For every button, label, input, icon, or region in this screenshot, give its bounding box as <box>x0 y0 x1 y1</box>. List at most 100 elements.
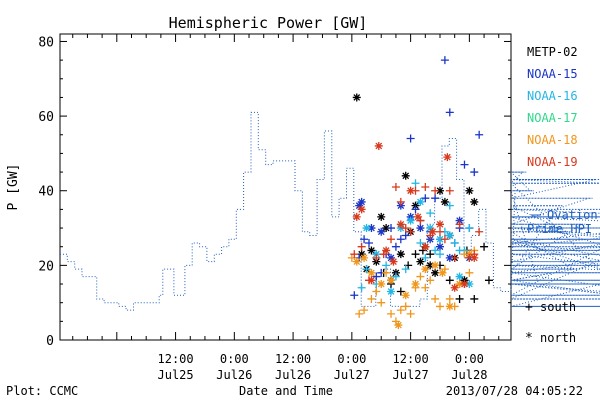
north-marker <box>352 257 361 266</box>
north-marker <box>450 283 459 292</box>
south-marker <box>450 238 459 247</box>
x-tick-label-time: 0:00 <box>337 352 366 366</box>
south-marker <box>396 287 405 296</box>
north-marker <box>465 186 474 195</box>
south-marker <box>406 309 415 318</box>
x-tick-label-time: 12:00 <box>393 352 429 366</box>
north-marker <box>455 272 464 281</box>
legend: METP-02 NOAA-15 NOAA-16 NOAA-17 NOAA-18 NOAA-… <box>527 45 578 169</box>
north-marker <box>387 276 396 285</box>
plot-frame <box>59 33 512 341</box>
y-axis-label: P [GW] <box>6 164 21 211</box>
north-marker <box>435 220 444 229</box>
north-marker <box>435 235 444 244</box>
south-marker <box>350 291 359 300</box>
north-marker <box>362 224 371 233</box>
south-marker <box>465 268 474 277</box>
y-tick-label: 60 <box>38 110 54 125</box>
south-marker <box>421 253 430 262</box>
north-marker <box>421 265 430 274</box>
south-marker <box>475 130 484 139</box>
south-marker <box>445 276 454 285</box>
south-marker <box>401 224 410 233</box>
ovation-legend-label-1: Ovation <box>547 208 598 222</box>
north-marker <box>431 268 440 277</box>
south-marker <box>391 272 400 281</box>
y-tick-label: 0 <box>46 334 54 349</box>
north-marker <box>416 257 425 266</box>
legend-entry: NOAA-18 <box>527 133 578 147</box>
north-marker <box>387 253 396 262</box>
south-marker <box>350 250 359 259</box>
south-marker <box>411 205 420 214</box>
legend-entry: NOAA-15 <box>527 67 578 81</box>
north-marker <box>357 250 366 259</box>
south-marker <box>431 246 440 255</box>
x-axis: 12:00 Jul25 0:00 Jul26 12:00 Jul26 0:00 Jul27 12… <box>72 34 500 382</box>
south-marker <box>431 186 440 195</box>
north-marker <box>426 224 435 233</box>
south-marker <box>440 56 449 65</box>
north-marker <box>401 291 410 300</box>
north-marker <box>406 186 415 195</box>
north-marker <box>445 231 454 240</box>
south-marker <box>391 183 400 191</box>
south-marker <box>421 283 430 292</box>
y-axis: 0 20 40 60 80 <box>38 35 511 349</box>
north-marker <box>445 253 454 262</box>
x-axis-label: Date and Time <box>239 384 333 398</box>
south-marker <box>357 242 366 251</box>
north-marker <box>426 261 435 270</box>
south-marker <box>411 179 420 188</box>
south-marker <box>401 265 410 274</box>
south-marker <box>465 224 474 233</box>
y-tick-label: 20 <box>38 259 54 274</box>
south-marker <box>426 276 435 285</box>
south-marker <box>362 265 371 274</box>
south-marker <box>406 134 415 143</box>
north-marker <box>428 227 437 236</box>
legend-entry: NOAA-16 <box>527 89 578 103</box>
south-marker <box>450 253 459 262</box>
south-marker <box>421 194 430 203</box>
south-marker <box>416 238 425 247</box>
south-marker <box>435 227 444 236</box>
south-marker <box>372 253 381 262</box>
north-marker <box>401 171 410 180</box>
ovation-legend-label-2: Prime HPI <box>527 222 592 236</box>
north-marker-symbol: * <box>525 331 533 346</box>
north-marker <box>367 268 376 277</box>
south-marker <box>377 298 386 307</box>
legend-entry: NOAA-17 <box>527 111 578 125</box>
south-marker <box>475 227 484 236</box>
north-marker <box>435 186 444 195</box>
north-marker <box>443 153 452 162</box>
south-marker <box>484 276 493 285</box>
north-marker <box>389 257 398 266</box>
north-marker <box>440 197 449 206</box>
south-marker <box>382 261 391 270</box>
north-marker <box>357 197 366 206</box>
south-marker <box>440 235 449 244</box>
south-marker <box>421 183 430 191</box>
south-marker <box>401 231 410 240</box>
north-marker <box>465 280 474 289</box>
south-marker <box>435 250 444 259</box>
north-marker <box>367 246 376 255</box>
satellite-markers <box>347 56 493 330</box>
legend-entry: METP-02 <box>527 45 578 59</box>
x-tick-label-date: Jul27 <box>393 368 429 382</box>
x-tick-label-time: 0:00 <box>220 352 249 366</box>
south-marker <box>416 272 425 281</box>
north-marker <box>377 212 386 221</box>
north-marker <box>396 250 405 259</box>
south-marker <box>455 294 464 303</box>
south-marker <box>372 272 381 281</box>
south-marker <box>426 209 435 218</box>
south-marker <box>396 306 405 315</box>
north-marker <box>360 253 369 262</box>
south-marker <box>480 242 489 251</box>
footer-timestamp: 2013/07/28 04:05:22 <box>446 384 583 398</box>
north-marker <box>355 201 364 210</box>
north-marker <box>382 246 391 255</box>
